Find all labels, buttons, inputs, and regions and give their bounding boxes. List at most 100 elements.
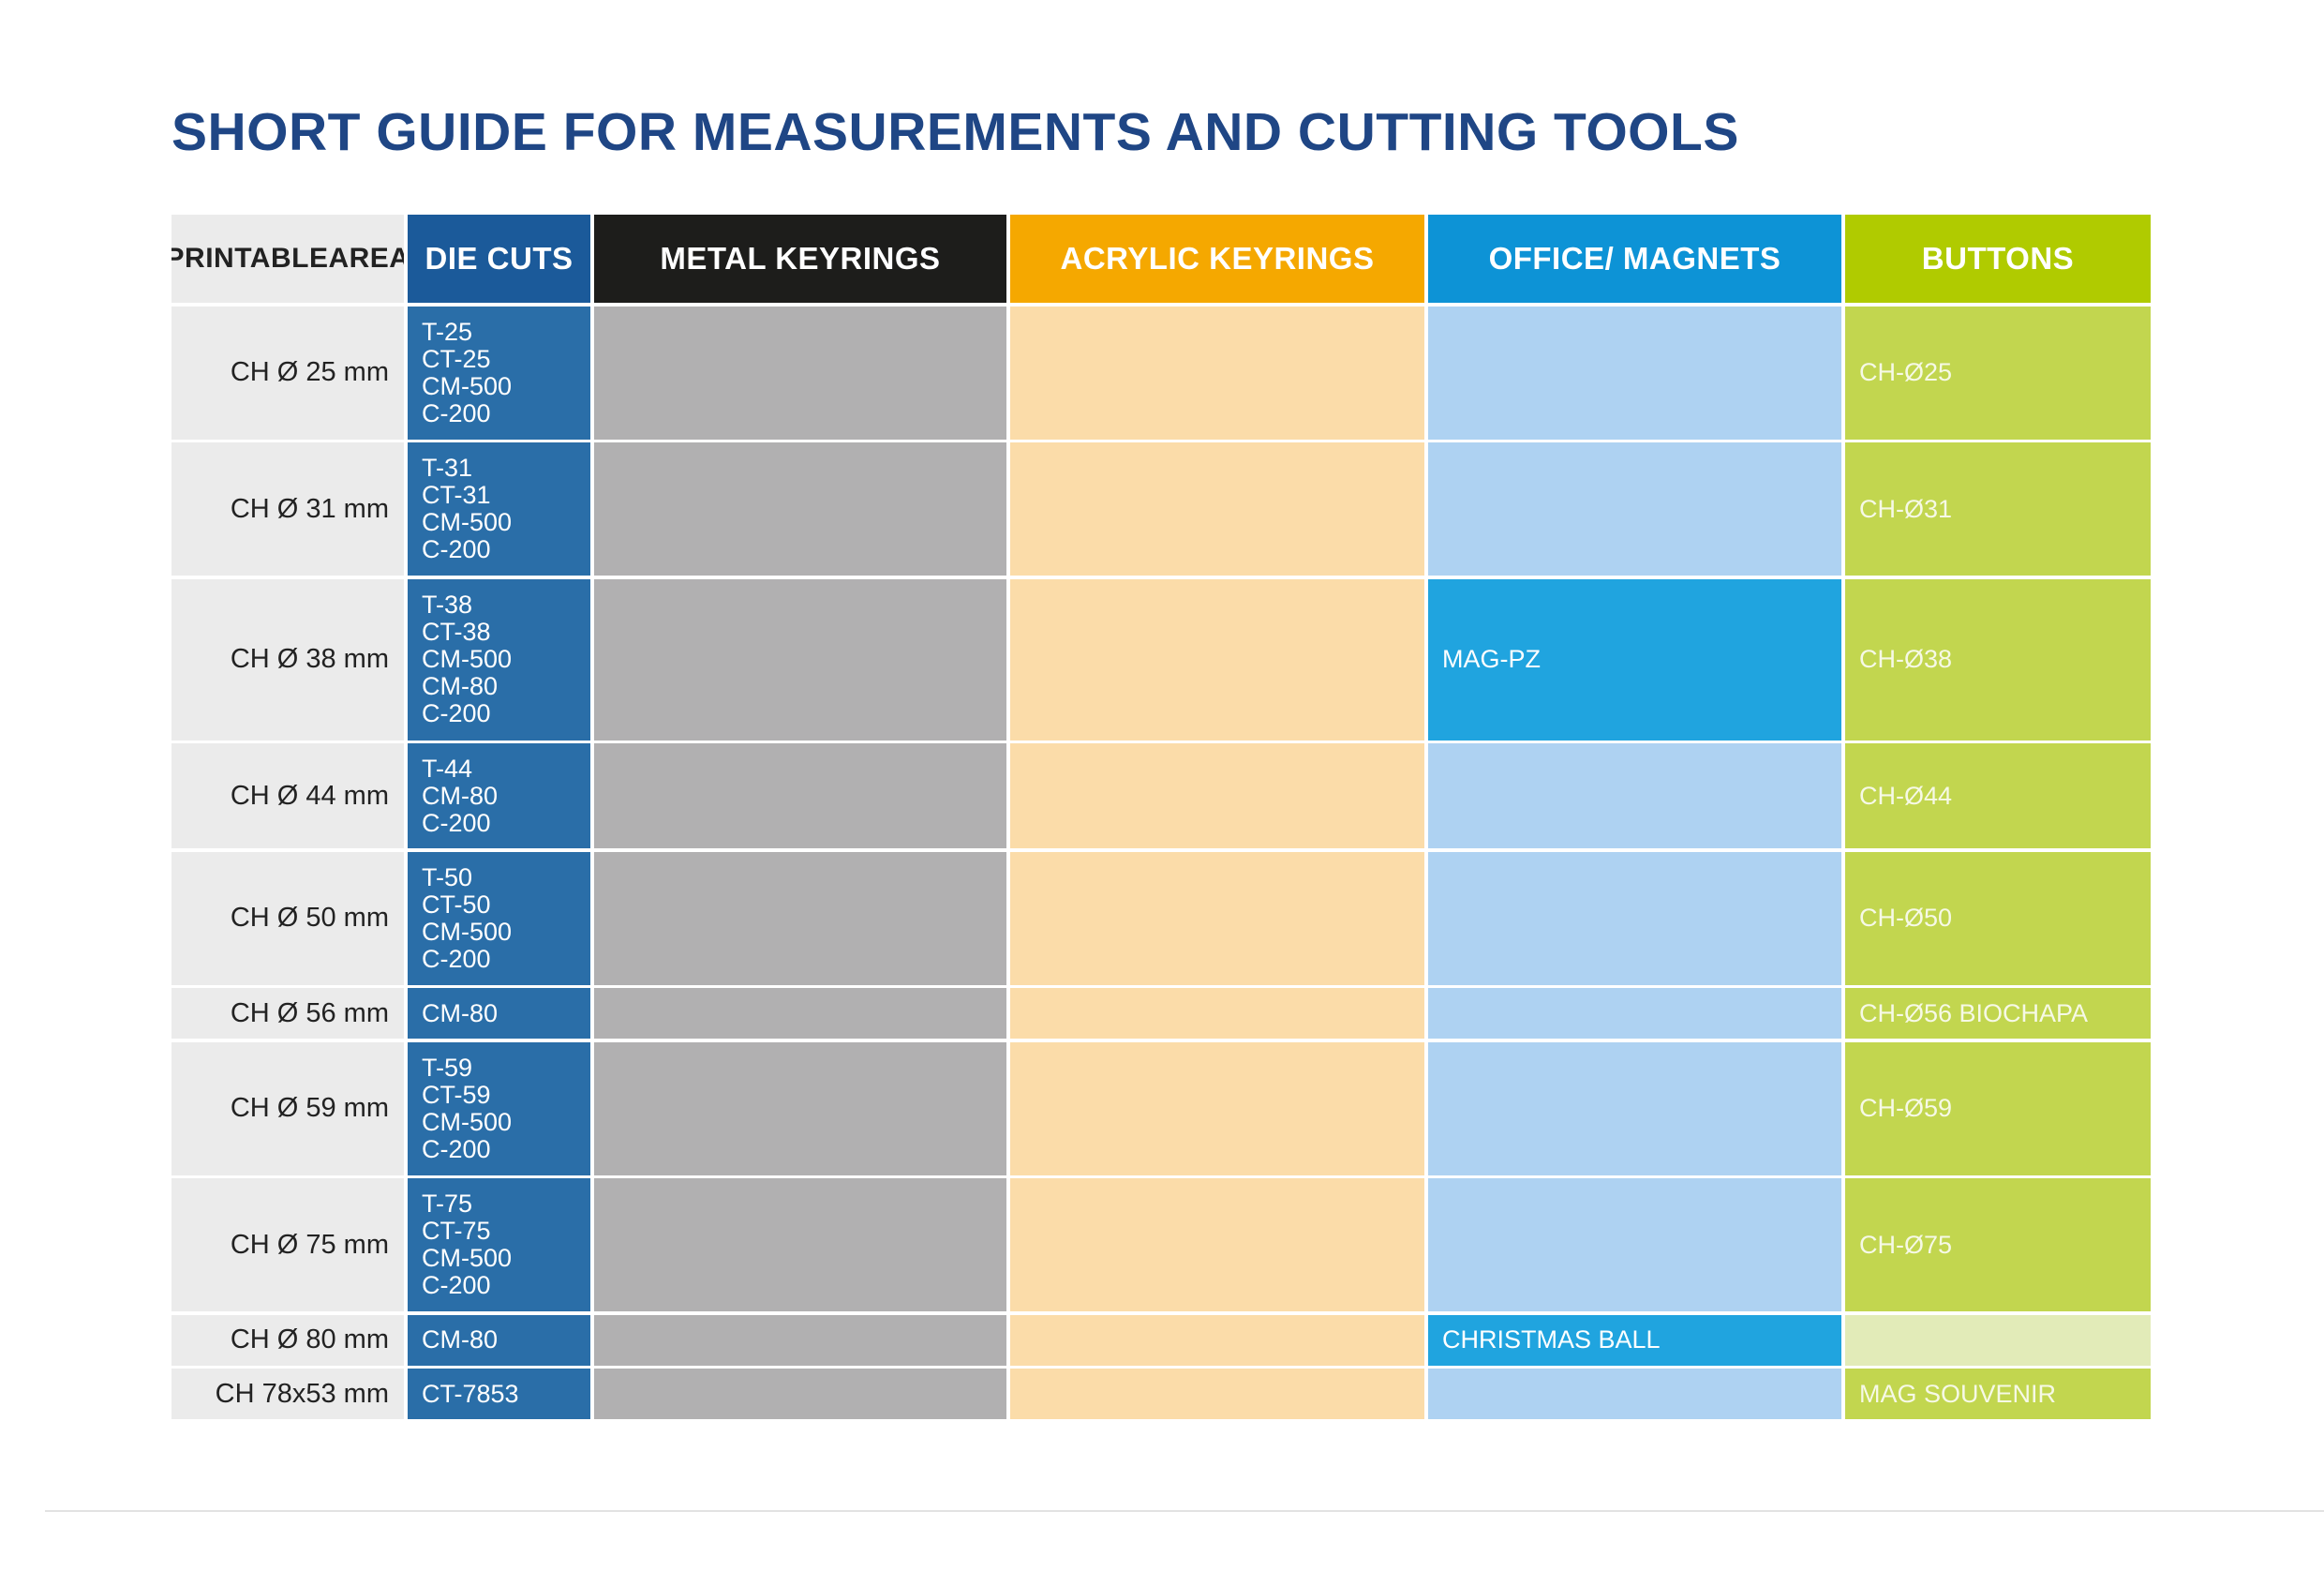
die-cuts-cell: CM-80: [408, 1314, 590, 1366]
die-cut-code: CM-500: [422, 1244, 513, 1272]
printable-area-cell: CH Ø 44 mm: [171, 743, 404, 848]
printable-area-cell: CH Ø 59 mm: [171, 1041, 404, 1175]
die-cut-code: T-25: [422, 317, 473, 346]
die-cuts-cell: T-44 CM-80 C-200: [408, 743, 590, 848]
footer-divider: [45, 1510, 2324, 1512]
die-cut-code: CT-25: [422, 344, 491, 373]
die-cuts-cell: T-31 CT-31 CM-500 C-200: [408, 442, 590, 576]
acrylic-keyrings-cell: [1010, 1178, 1424, 1311]
buttons-cell: [1845, 1314, 2151, 1366]
die-cut-code: C-200: [422, 1134, 491, 1163]
buttons-cell: CH-Ø38: [1845, 578, 2151, 741]
die-cut-code: CT-59: [422, 1080, 491, 1109]
header-acrylic-keyrings: ACRYLIC KEYRINGS: [1010, 215, 1424, 303]
office-magnets-cell: [1428, 1369, 1841, 1419]
office-magnets-cell: [1428, 1178, 1841, 1311]
die-cut-code: T-44: [422, 754, 473, 783]
die-cut-code: T-31: [422, 454, 473, 482]
printable-area-cell: CH 78x53 mm: [171, 1369, 404, 1419]
die-cut-code: C-200: [422, 944, 491, 973]
die-cut-code: CT-38: [422, 618, 491, 646]
die-cut-code: CT-50: [422, 890, 491, 919]
die-cuts-cell: T-38 CT-38 CM-500 CM-80 C-200: [408, 578, 590, 741]
buttons-cell: CH-Ø56 BIOCHAPA: [1845, 988, 2151, 1039]
metal-keyrings-cell: [594, 578, 1006, 741]
header-printable-area-line-2: AREA: [328, 243, 404, 274]
metal-keyrings-cell: [594, 1314, 1006, 1366]
office-magnets-cell: [1428, 1041, 1841, 1175]
die-cut-code: CM-500: [422, 371, 513, 400]
die-cut-code: CM-500: [422, 1107, 513, 1136]
die-cuts-cell: T-50 CT-50 CM-500 C-200: [408, 851, 590, 985]
header-metal-keyrings: METAL KEYRINGS: [594, 215, 1006, 303]
die-cut-code: CT-7853: [422, 1379, 519, 1408]
office-magnets-cell: [1428, 306, 1841, 440]
buttons-cell: CH-Ø75: [1845, 1178, 2151, 1311]
die-cut-code: CM-80: [422, 781, 499, 810]
die-cut-code: CM-80: [422, 672, 499, 700]
printable-area-cell: CH Ø 50 mm: [171, 851, 404, 985]
die-cuts-cell: CT-7853: [408, 1369, 590, 1419]
die-cut-code: C-200: [422, 1271, 491, 1299]
printable-area-cell: CH Ø 80 mm: [171, 1314, 404, 1366]
acrylic-keyrings-cell: [1010, 578, 1424, 741]
die-cut-code: CT-31: [422, 481, 491, 509]
die-cut-code: T-75: [422, 1190, 473, 1218]
printable-area-cell: CH Ø 38 mm: [171, 578, 404, 741]
office-magnets-cell: [1428, 743, 1841, 848]
printable-area-cell: CH Ø 56 mm: [171, 988, 404, 1039]
die-cut-code: T-50: [422, 862, 473, 891]
metal-keyrings-cell: [594, 306, 1006, 440]
die-cuts-cell: T-59 CT-59 CM-500 C-200: [408, 1041, 590, 1175]
header-die-cuts: DIE CUTS: [408, 215, 590, 303]
acrylic-keyrings-cell: [1010, 306, 1424, 440]
header-printable-area: PRINTABLE AREA: [171, 215, 404, 303]
buttons-cell: CH-Ø25: [1845, 306, 2151, 440]
die-cut-code: C-200: [422, 808, 491, 837]
header-printable-area-line-1: PRINTABLE: [171, 243, 329, 274]
die-cut-code: CT-75: [422, 1217, 491, 1245]
metal-keyrings-cell: [594, 1178, 1006, 1311]
printable-area-cell: CH Ø 25 mm: [171, 306, 404, 440]
acrylic-keyrings-cell: [1010, 743, 1424, 848]
buttons-cell: MAG SOUVENIR: [1845, 1369, 2151, 1419]
page-title: SHORT GUIDE FOR MEASUREMENTS AND CUTTING…: [171, 102, 1739, 162]
die-cuts-cell: T-75 CT-75 CM-500 C-200: [408, 1178, 590, 1311]
die-cut-code: CM-500: [422, 508, 513, 536]
die-cut-code: CM-500: [422, 917, 513, 946]
buttons-cell: CH-Ø50: [1845, 851, 2151, 985]
die-cuts-cell: CM-80: [408, 988, 590, 1039]
acrylic-keyrings-cell: [1010, 1369, 1424, 1419]
office-magnets-cell: [1428, 851, 1841, 985]
metal-keyrings-cell: [594, 743, 1006, 848]
header-office-magnets: OFFICE/ MAGNETS: [1428, 215, 1841, 303]
die-cut-code: C-200: [422, 535, 491, 563]
metal-keyrings-cell: [594, 442, 1006, 576]
die-cut-code: CM-500: [422, 645, 513, 673]
die-cut-code: T-38: [422, 591, 473, 619]
die-cut-code: CM-80: [422, 998, 499, 1027]
metal-keyrings-cell: [594, 988, 1006, 1039]
metal-keyrings-cell: [594, 1369, 1006, 1419]
buttons-cell: CH-Ø59: [1845, 1041, 2151, 1175]
metal-keyrings-cell: [594, 851, 1006, 985]
die-cut-code: C-200: [422, 398, 491, 427]
die-cuts-cell: T-25 CT-25 CM-500 C-200: [408, 306, 590, 440]
acrylic-keyrings-cell: [1010, 1314, 1424, 1366]
measurement-guide-table: PRINTABLE AREA DIE CUTS METAL KEYRINGS A…: [171, 215, 2151, 1419]
buttons-cell: CH-Ø31: [1845, 442, 2151, 576]
metal-keyrings-cell: [594, 1041, 1006, 1175]
office-magnets-cell: [1428, 988, 1841, 1039]
acrylic-keyrings-cell: [1010, 988, 1424, 1039]
office-magnets-cell: CHRISTMAS BALL: [1428, 1314, 1841, 1366]
acrylic-keyrings-cell: [1010, 442, 1424, 576]
acrylic-keyrings-cell: [1010, 1041, 1424, 1175]
header-buttons: BUTTONS: [1845, 215, 2151, 303]
die-cut-code: C-200: [422, 699, 491, 727]
printable-area-cell: CH Ø 31 mm: [171, 442, 404, 576]
printable-area-cell: CH Ø 75 mm: [171, 1178, 404, 1311]
office-magnets-cell: [1428, 442, 1841, 576]
office-magnets-cell: MAG-PZ: [1428, 578, 1841, 741]
die-cut-code: CM-80: [422, 1325, 499, 1354]
buttons-cell: CH-Ø44: [1845, 743, 2151, 848]
